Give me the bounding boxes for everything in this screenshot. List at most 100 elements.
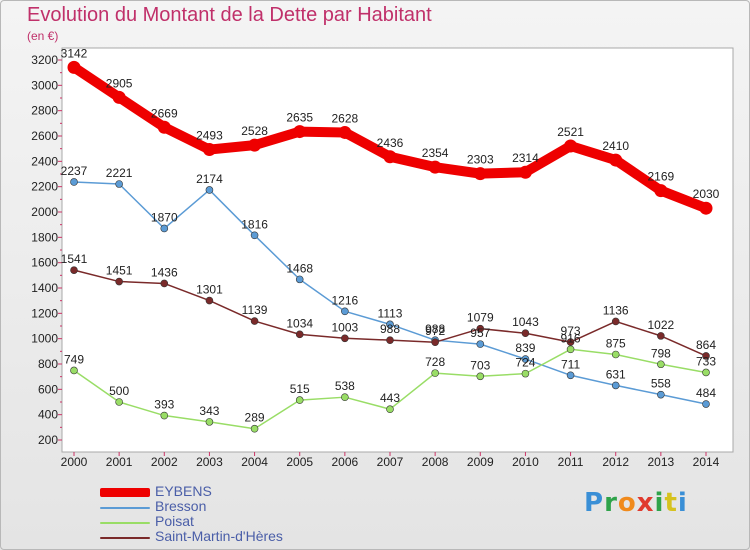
logo-letter: r — [604, 488, 618, 518]
data-label: 2436 — [377, 136, 404, 150]
y-tick-label: 2800 — [31, 104, 58, 118]
data-point — [338, 125, 352, 139]
data-point — [428, 160, 442, 174]
data-point — [566, 345, 575, 354]
data-point — [386, 336, 394, 344]
data-label: 443 — [380, 391, 400, 405]
data-point — [611, 381, 620, 390]
data-point — [702, 400, 710, 408]
y-tick-label: 1400 — [31, 281, 58, 295]
data-label: 749 — [64, 352, 84, 366]
data-point — [518, 165, 532, 179]
data-label: 1216 — [332, 293, 359, 307]
y-tick-label: 3000 — [31, 78, 58, 92]
y-tick-label: 1600 — [31, 256, 58, 270]
x-tick-label: 2005 — [286, 455, 313, 469]
logo-letter: t — [664, 488, 678, 518]
legend-swatch — [100, 536, 150, 539]
data-label: 733 — [696, 354, 716, 368]
data-label: 484 — [696, 386, 716, 400]
data-label: 2221 — [106, 166, 133, 180]
data-label: 500 — [109, 384, 129, 398]
data-label: 558 — [651, 377, 671, 391]
data-point — [341, 393, 349, 401]
data-point — [115, 180, 123, 188]
legend-swatch — [100, 521, 150, 524]
y-tick-label: 2000 — [31, 205, 58, 219]
legend-label: Saint-Martin-d'Hères — [155, 528, 283, 544]
data-point — [205, 296, 214, 305]
data-label: 2030 — [693, 187, 720, 201]
y-tick-label: 400 — [38, 408, 58, 422]
data-label: 289 — [245, 411, 265, 425]
data-point — [293, 125, 307, 139]
data-label: 1003 — [332, 320, 359, 334]
data-label: 703 — [470, 358, 490, 372]
data-point — [654, 184, 668, 198]
data-label: 864 — [696, 338, 716, 352]
data-point — [611, 317, 620, 326]
data-label: 1301 — [196, 283, 223, 297]
legend-swatch — [100, 506, 150, 509]
data-point — [383, 150, 397, 164]
x-tick-label: 2013 — [648, 455, 675, 469]
data-label: 988 — [380, 322, 400, 336]
data-label: 972 — [425, 324, 445, 338]
data-point — [657, 332, 665, 340]
data-point — [115, 398, 123, 406]
plot-area — [61, 47, 734, 453]
x-tick-label: 2006 — [332, 455, 359, 469]
logo-letter: i — [677, 488, 688, 518]
logo-letter: o — [617, 488, 637, 518]
data-label: 1136 — [603, 303, 629, 317]
data-point — [250, 424, 259, 433]
x-tick-label: 2004 — [241, 455, 268, 469]
proxiti-logo: Proxiti — [584, 488, 688, 518]
x-tick-label: 2010 — [512, 455, 539, 469]
unit-label: (en €) — [27, 29, 59, 43]
data-point — [657, 360, 665, 369]
data-point — [476, 324, 485, 333]
legend-swatch — [100, 488, 150, 497]
data-label: 515 — [290, 382, 310, 396]
data-label: 2237 — [61, 164, 88, 178]
data-point — [702, 368, 710, 377]
x-tick-label: 2009 — [467, 455, 494, 469]
data-point — [295, 396, 304, 404]
data-label: 839 — [515, 341, 535, 355]
y-tick-label: 2200 — [31, 180, 58, 194]
x-tick-label: 2000 — [61, 455, 88, 469]
data-label: 957 — [470, 326, 490, 340]
x-tick-label: 2007 — [377, 455, 404, 469]
data-point — [566, 371, 575, 380]
data-label: 393 — [154, 398, 174, 412]
data-label: 1816 — [241, 217, 268, 231]
data-label: 1436 — [151, 265, 178, 279]
legend-label: Bresson — [155, 498, 207, 514]
data-point — [657, 390, 665, 399]
data-label: 3142 — [61, 46, 88, 60]
data-point — [70, 178, 78, 186]
data-label: 2303 — [467, 153, 494, 167]
data-point — [295, 330, 304, 339]
data-point — [202, 143, 216, 157]
data-label: 1870 — [151, 210, 178, 224]
y-tick-label: 600 — [38, 382, 58, 396]
data-label: 875 — [606, 337, 626, 351]
y-tick-label: 1200 — [31, 306, 58, 320]
data-label: 2521 — [557, 125, 584, 139]
legend-label: Poisat — [155, 513, 194, 529]
data-label: 1541 — [61, 252, 88, 266]
data-label: 1468 — [286, 261, 313, 275]
data-point — [476, 340, 485, 348]
y-tick-label: 2600 — [31, 129, 58, 143]
data-label: 2493 — [196, 129, 223, 143]
x-tick-label: 2011 — [558, 455, 584, 469]
data-label: 2314 — [512, 151, 539, 165]
data-label: 973 — [561, 324, 581, 338]
data-point — [431, 369, 439, 377]
data-label: 2528 — [241, 124, 268, 138]
data-point — [160, 224, 169, 233]
data-point — [699, 201, 713, 215]
